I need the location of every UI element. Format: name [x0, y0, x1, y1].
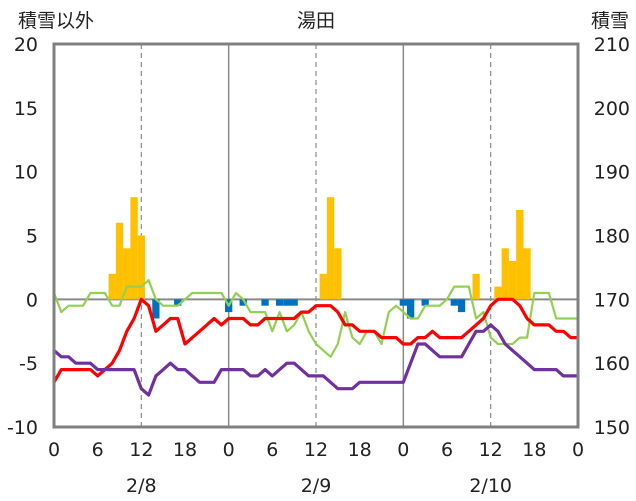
snow-decrease-bar [406, 299, 415, 319]
snowfall-bar [115, 222, 124, 300]
snowfall-bar [137, 235, 145, 300]
left-tick-label: 15 [14, 98, 38, 120]
left-tick-label: -10 [7, 417, 38, 439]
snow-decrease-bar [283, 299, 291, 306]
snow-decrease-bar [152, 299, 160, 319]
snow-decrease-bar [290, 299, 298, 306]
left-tick-label: 20 [14, 34, 38, 56]
x-tick-label: 18 [348, 439, 372, 461]
date-label: 2/9 [301, 475, 332, 497]
x-tick-label: 18 [522, 439, 546, 461]
snowfall-bar [130, 197, 138, 300]
right-tick-label: 190 [594, 162, 630, 184]
x-tick-label: 18 [173, 439, 197, 461]
line-layer [52, 279, 580, 397]
left-tick-label: -5 [19, 353, 38, 375]
grid-lines [140, 44, 492, 427]
x-tick-label: 0 [397, 439, 409, 461]
right-tick-label: 200 [594, 98, 630, 120]
snow-decrease-bar [275, 299, 284, 306]
purple-series-line [52, 323, 580, 397]
left-ticks: 20 15 10 5 0 -5 -10 [7, 34, 38, 439]
snowfall-bar [334, 248, 342, 300]
right-axis-label: 積雪 [591, 10, 629, 32]
snow-decrease-bar [450, 299, 458, 306]
snowfall-bar [501, 248, 509, 300]
snowfall-bar [516, 209, 524, 300]
snow-decrease-bar [174, 299, 182, 306]
red-series-line [52, 297, 580, 384]
snow-decrease-bar [399, 299, 407, 306]
x-tick-label: 6 [92, 439, 104, 461]
right-tick-label: 160 [594, 353, 630, 375]
date-label: 2/10 [469, 475, 512, 497]
left-tick-label: 0 [26, 289, 38, 311]
x-ticks: 0 6 12 18 0 6 12 18 0 6 12 18 0 [48, 439, 584, 461]
right-tick-label: 180 [594, 226, 630, 248]
snowfall-bar [326, 197, 335, 300]
chart-title: 湯田 [297, 10, 335, 32]
left-tick-label: 5 [26, 226, 38, 248]
green-series-line [52, 279, 580, 358]
x-tick-label: 6 [441, 439, 453, 461]
snowfall-bar [319, 273, 327, 300]
x-tick-label: 12 [129, 439, 153, 461]
snow-decrease-bar [261, 299, 269, 306]
left-tick-label: 10 [14, 162, 38, 184]
x-tick-label: 0 [48, 439, 60, 461]
left-axis-label: 積雪以外 [18, 10, 94, 32]
right-tick-label: 150 [594, 417, 630, 439]
snow-decrease-bar [421, 299, 429, 306]
x-tick-label: 12 [479, 439, 503, 461]
snowfall-bar [508, 261, 517, 300]
snow-decrease-bar [239, 299, 247, 306]
x-tick-label: 12 [304, 439, 328, 461]
x-tick-label: 0 [572, 439, 584, 461]
date-labels: 2/8 2/9 2/10 [126, 475, 512, 497]
snowfall-bar [108, 273, 116, 300]
bar-layer [108, 197, 531, 319]
snowfall-bar [472, 273, 480, 300]
x-tick-label: 6 [266, 439, 278, 461]
right-ticks: 210 200 190 180 170 160 150 [594, 34, 630, 439]
date-label: 2/8 [126, 475, 157, 497]
snowfall-bar [494, 286, 502, 300]
snowfall-bar [123, 248, 131, 300]
snow-decrease-bar [457, 299, 466, 313]
plot-frame [52, 42, 580, 429]
x-tick-label: 0 [223, 439, 235, 461]
right-tick-label: 170 [594, 289, 630, 311]
right-tick-label: 210 [594, 34, 630, 56]
snowfall-bar [523, 248, 531, 300]
